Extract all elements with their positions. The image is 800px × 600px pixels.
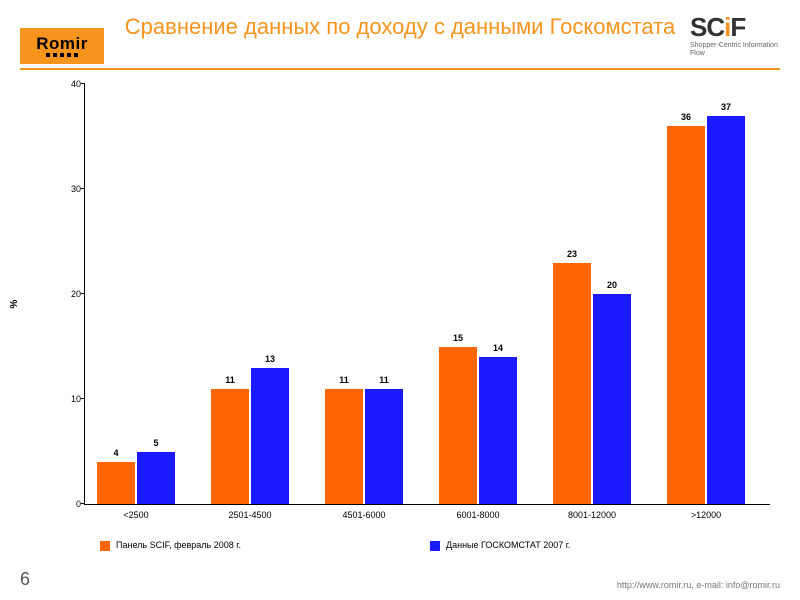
y-tick-label: 10 — [55, 394, 81, 404]
romir-logo-text: Romir — [36, 35, 88, 52]
y-axis-label: % — [9, 300, 20, 309]
header: Romir Сравнение данных по доходу с данны… — [0, 0, 800, 72]
bar-value-label: 4 — [97, 448, 135, 458]
footer-contact: http://www.romir.ru, e-mail: info@romir.… — [617, 580, 780, 590]
x-tick-label: 8001-12000 — [568, 510, 616, 520]
chart-bar: 15 — [439, 347, 477, 505]
bar-value-label: 14 — [479, 343, 517, 353]
legend-item: Данные ГОСКОМСТАТ 2007 г. — [430, 540, 760, 551]
chart-bar: 11 — [325, 389, 363, 505]
chart-bar: 36 — [667, 126, 705, 504]
chart-bar: 5 — [137, 452, 175, 505]
x-tick-label: 6001-8000 — [456, 510, 499, 520]
y-tick-label: 30 — [55, 184, 81, 194]
chart-legend: Панель SCIF, февраль 2008 г. Данные ГОСКО… — [100, 540, 760, 551]
y-tick-mark — [81, 503, 85, 504]
chart-bar: 14 — [479, 357, 517, 504]
bar-value-label: 23 — [553, 249, 591, 259]
bar-value-label: 11 — [325, 375, 363, 385]
chart-bar: 11 — [365, 389, 403, 505]
chart-bar: 11 — [211, 389, 249, 505]
bar-value-label: 20 — [593, 280, 631, 290]
bar-group: 45 — [97, 452, 175, 505]
romir-logo-dots — [46, 53, 78, 57]
bar-group: 1111 — [325, 389, 403, 505]
legend-label: Панель SCIF, февраль 2008 г. — [116, 540, 241, 551]
chart-bar: 23 — [553, 263, 591, 505]
chart-bar: 13 — [251, 368, 289, 505]
y-tick-mark — [81, 398, 85, 399]
legend-swatch — [100, 541, 110, 551]
bar-value-label: 37 — [707, 102, 745, 112]
y-tick-mark — [81, 188, 85, 189]
scif-logo: SCiF Shopper-Centric Information Flow — [690, 14, 780, 57]
bar-value-label: 11 — [365, 375, 403, 385]
y-tick-mark — [81, 83, 85, 84]
bar-value-label: 11 — [211, 375, 249, 385]
scif-logo-text: SCiF — [690, 14, 780, 40]
x-tick-label: >12000 — [691, 510, 721, 520]
legend-item: Панель SCIF, февраль 2008 г. — [100, 540, 430, 551]
y-tick-label: 40 — [55, 79, 81, 89]
page-number: 6 — [20, 569, 30, 590]
chart-plot-area: 01020304045<250011132501-450011114501-60… — [84, 84, 770, 505]
bar-value-label: 5 — [137, 438, 175, 448]
page-title: Сравнение данных по доходу с данными Гос… — [120, 14, 680, 40]
chart-bar: 4 — [97, 462, 135, 504]
bar-group: 1113 — [211, 368, 289, 505]
bar-group: 1514 — [439, 347, 517, 505]
romir-logo: Romir — [20, 28, 104, 64]
x-tick-label: <2500 — [123, 510, 148, 520]
income-comparison-chart: % 01020304045<250011132501-450011114501-… — [60, 84, 770, 524]
bar-value-label: 15 — [439, 333, 477, 343]
header-divider — [20, 68, 780, 70]
legend-swatch — [430, 541, 440, 551]
x-tick-label: 2501-4500 — [228, 510, 271, 520]
y-tick-mark — [81, 293, 85, 294]
bar-value-label: 13 — [251, 354, 289, 364]
y-tick-label: 20 — [55, 289, 81, 299]
chart-bar: 37 — [707, 116, 745, 505]
bar-group: 3637 — [667, 116, 745, 505]
bar-group: 2320 — [553, 263, 631, 505]
legend-label: Данные ГОСКОМСТАТ 2007 г. — [446, 540, 570, 551]
scif-logo-tagline: Shopper-Centric Information Flow — [690, 42, 780, 57]
chart-bar: 20 — [593, 294, 631, 504]
y-tick-label: 0 — [55, 499, 81, 509]
x-tick-label: 4501-6000 — [342, 510, 385, 520]
bar-value-label: 36 — [667, 112, 705, 122]
